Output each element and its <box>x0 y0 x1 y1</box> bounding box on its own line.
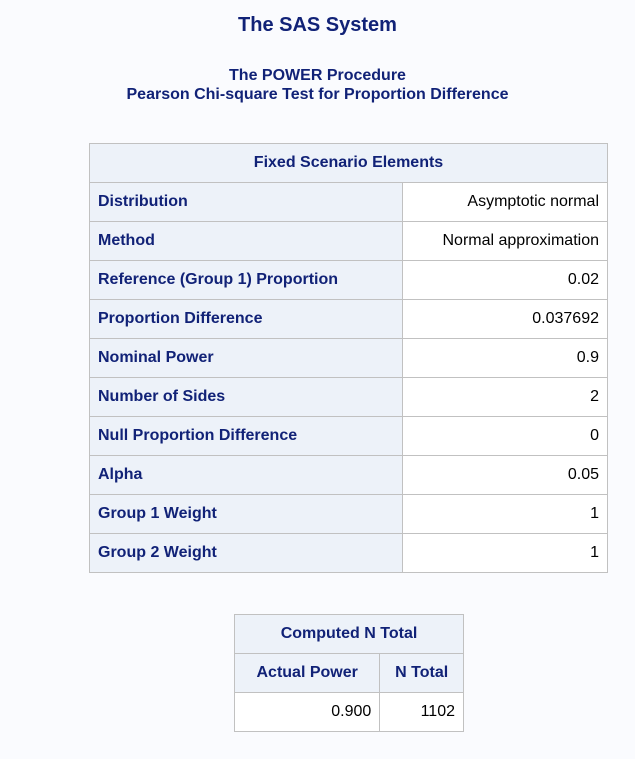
row-value: Asymptotic normal <box>402 182 608 222</box>
table-row: Nominal Power 0.9 <box>88 338 608 378</box>
table-row: Method Normal approximation <box>88 221 608 261</box>
row-value: 0.9 <box>402 338 608 378</box>
row-label: Distribution <box>88 182 404 222</box>
row-label: Group 1 Weight <box>88 494 404 534</box>
table-header-row: Computed N Total <box>234 614 464 654</box>
table-row: Group 1 Weight 1 <box>88 494 608 534</box>
row-label: Nominal Power <box>88 338 404 378</box>
row-label: Number of Sides <box>88 377 404 417</box>
row-label: Reference (Group 1) Proportion <box>88 260 404 300</box>
row-value: 0.02 <box>402 260 608 300</box>
row-value: 0.037692 <box>402 299 608 339</box>
row-value: 0.05 <box>402 455 608 495</box>
column-header-actual-power: Actual Power <box>233 653 381 693</box>
procedure-title: The POWER Procedure <box>229 67 406 84</box>
actual-power-value: 0.900 <box>233 692 381 732</box>
row-label: Group 2 Weight <box>88 533 404 573</box>
table-row: Distribution Asymptotic normal <box>88 182 608 222</box>
procedure-title-block: The POWER Procedure Pearson Chi-square T… <box>0 66 635 104</box>
computed-header: Computed N Total <box>234 614 464 654</box>
table-column-header-row: Actual Power N Total <box>233 653 464 693</box>
row-value: 0 <box>402 416 608 456</box>
table-row: Null Proportion Difference 0 <box>88 416 608 456</box>
row-label: Proportion Difference <box>88 299 404 339</box>
table-row: Number of Sides 2 <box>88 377 608 417</box>
test-title: Pearson Chi-square Test for Proportion D… <box>126 86 509 103</box>
table-row: Alpha 0.05 <box>88 455 608 495</box>
table-row: Proportion Difference 0.037692 <box>88 299 608 339</box>
column-header-n-total: N Total <box>379 653 464 693</box>
computed-n-total-table: Computed N Total Actual Power N Total 0.… <box>233 614 464 732</box>
row-value: 2 <box>402 377 608 417</box>
row-label: Null Proportion Difference <box>88 416 404 456</box>
fixed-scenario-header: Fixed Scenario Elements <box>89 143 608 183</box>
row-value: 1 <box>402 494 608 534</box>
row-label: Method <box>88 221 404 261</box>
system-title: The SAS System <box>238 14 397 36</box>
row-value: Normal approximation <box>402 221 608 261</box>
table-row: Reference (Group 1) Proportion 0.02 <box>88 260 608 300</box>
table-row: 0.900 1102 <box>233 692 464 732</box>
row-value: 1 <box>402 533 608 573</box>
table-row: Group 2 Weight 1 <box>88 533 608 573</box>
n-total-value: 1102 <box>379 692 464 732</box>
table-header-row: Fixed Scenario Elements <box>89 143 608 183</box>
row-label: Alpha <box>88 455 404 495</box>
fixed-scenario-table: Fixed Scenario Elements Distribution Asy… <box>88 143 608 573</box>
